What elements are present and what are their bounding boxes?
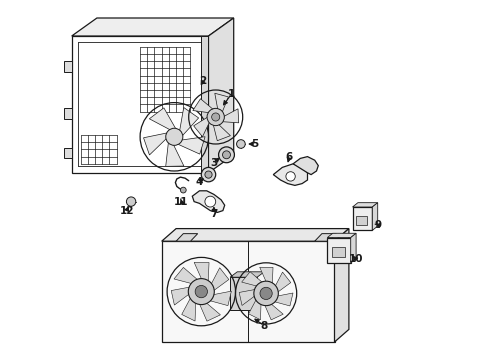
- Text: 2: 2: [199, 76, 206, 86]
- Polygon shape: [149, 108, 178, 133]
- Polygon shape: [273, 164, 307, 185]
- Circle shape: [206, 108, 224, 126]
- Polygon shape: [352, 203, 377, 207]
- Circle shape: [253, 281, 278, 306]
- Circle shape: [218, 147, 234, 163]
- Text: 9: 9: [373, 220, 381, 230]
- Polygon shape: [197, 298, 220, 321]
- Polygon shape: [241, 272, 266, 288]
- Polygon shape: [268, 293, 292, 306]
- Text: 11: 11: [174, 197, 188, 207]
- Circle shape: [180, 187, 186, 193]
- Circle shape: [188, 279, 214, 305]
- Polygon shape: [162, 241, 334, 342]
- Polygon shape: [171, 286, 195, 305]
- Circle shape: [165, 128, 183, 145]
- Polygon shape: [262, 299, 283, 320]
- Polygon shape: [143, 132, 172, 155]
- Polygon shape: [216, 109, 238, 123]
- Polygon shape: [208, 268, 228, 294]
- Polygon shape: [179, 108, 198, 139]
- Polygon shape: [72, 18, 233, 36]
- Circle shape: [236, 140, 244, 148]
- Text: 1: 1: [228, 89, 235, 99]
- Polygon shape: [355, 216, 366, 225]
- Polygon shape: [63, 108, 72, 119]
- Polygon shape: [192, 191, 224, 212]
- Polygon shape: [182, 292, 195, 321]
- Circle shape: [222, 151, 230, 159]
- Polygon shape: [211, 119, 230, 141]
- Polygon shape: [193, 114, 212, 137]
- Polygon shape: [208, 18, 233, 173]
- Circle shape: [126, 197, 136, 206]
- Polygon shape: [230, 277, 257, 310]
- Text: 5: 5: [251, 139, 258, 149]
- Polygon shape: [334, 229, 348, 342]
- Polygon shape: [314, 234, 336, 241]
- Polygon shape: [72, 36, 208, 173]
- Polygon shape: [350, 233, 355, 263]
- Text: 6: 6: [285, 152, 292, 162]
- Circle shape: [201, 167, 215, 182]
- Polygon shape: [173, 137, 204, 154]
- Polygon shape: [192, 99, 217, 113]
- Circle shape: [211, 113, 219, 121]
- Polygon shape: [326, 233, 355, 238]
- Circle shape: [204, 196, 215, 207]
- Polygon shape: [331, 247, 344, 257]
- Polygon shape: [176, 234, 197, 241]
- Polygon shape: [230, 272, 264, 277]
- Polygon shape: [162, 229, 348, 241]
- Polygon shape: [371, 203, 377, 230]
- Polygon shape: [352, 207, 371, 230]
- Text: 4: 4: [195, 177, 203, 187]
- Polygon shape: [174, 267, 202, 285]
- Polygon shape: [214, 93, 228, 118]
- Text: 12: 12: [119, 206, 134, 216]
- Polygon shape: [203, 291, 231, 306]
- Circle shape: [260, 287, 272, 300]
- Polygon shape: [200, 36, 208, 173]
- Circle shape: [285, 172, 295, 181]
- Polygon shape: [259, 267, 272, 290]
- Text: 8: 8: [260, 321, 267, 331]
- Polygon shape: [326, 238, 350, 263]
- Polygon shape: [194, 262, 208, 288]
- Circle shape: [204, 171, 212, 178]
- Circle shape: [195, 285, 207, 298]
- Polygon shape: [63, 61, 72, 72]
- Polygon shape: [248, 294, 261, 320]
- Polygon shape: [272, 272, 290, 296]
- Polygon shape: [239, 288, 261, 306]
- Polygon shape: [165, 138, 183, 166]
- Text: 10: 10: [348, 254, 363, 264]
- Text: 7: 7: [210, 209, 217, 219]
- Polygon shape: [63, 148, 72, 158]
- Text: 3: 3: [210, 158, 217, 168]
- Polygon shape: [292, 157, 318, 175]
